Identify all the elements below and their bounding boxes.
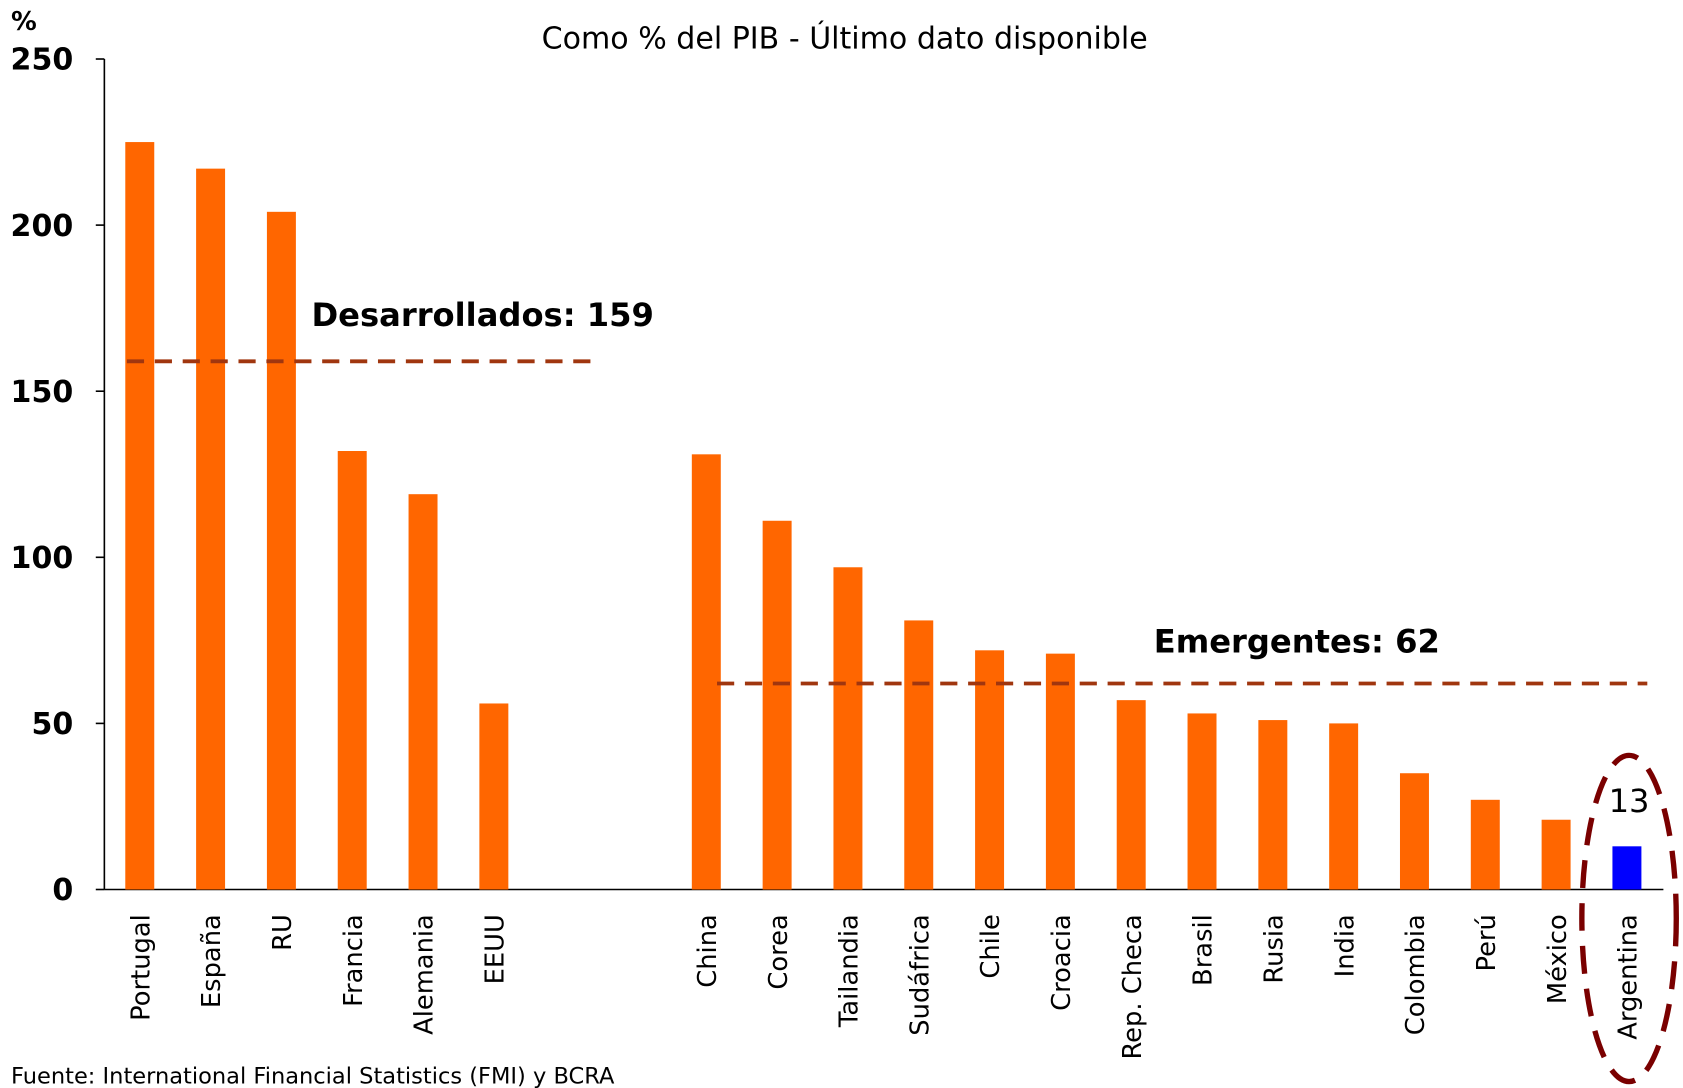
y-tick-label: 250 [11,43,74,78]
bar [904,620,934,890]
x-tick-label: Corea [764,914,794,989]
x-tick-label: Perú [1472,914,1502,971]
bar [975,650,1005,890]
y-axis-label: % [11,7,37,37]
bar [1470,799,1500,890]
x-tick-label: China [693,914,723,988]
x-tick-label: Argentina [1614,914,1644,1040]
bar [1399,773,1429,890]
bar [762,520,792,890]
bar [1258,720,1288,890]
bar [1045,653,1075,890]
y-tick-label: 100 [11,541,74,576]
x-tick-label: Rusia [1259,914,1289,983]
bar [1329,723,1359,890]
y-tick-label: 200 [11,209,74,244]
x-tick-label: Portugal [126,914,156,1021]
source: Fuente: International Financial Statisti… [11,1064,615,1088]
y-tick-label: 0 [52,873,73,908]
bar [337,451,367,890]
x-tick-label: India [1330,914,1360,977]
x-tick-label: Chile [976,914,1006,978]
bar [479,703,509,890]
bar [125,142,155,890]
chart-title: Como % del PIB - Último dato disponible [542,19,1148,56]
bar [266,211,296,890]
x-tick-label: Rep. Checa [1118,914,1148,1059]
x-tick-label: Francia [339,914,369,1007]
y-tick-label: 50 [31,707,73,742]
bar [196,168,226,890]
data-label: 13 [1609,782,1650,820]
reference-label: Emergentes: 62 [1154,622,1440,660]
bar [1541,819,1571,890]
x-tick-label: Colombia [1401,914,1431,1035]
x-tick-label: México [1543,914,1573,1004]
x-tick-label: EEUU [481,914,511,984]
x-tick-label: RU [268,914,298,951]
x-tick-label: Tailandia [835,914,865,1028]
x-tick-label: España [197,914,227,1008]
x-tick-label: Alemania [410,914,440,1035]
bar [833,567,863,890]
y-tick-label: 150 [11,375,74,410]
x-tick-label: Croacia [1047,914,1077,1011]
bar [1187,713,1217,890]
reference-label: Desarrollados: 159 [311,296,654,334]
bar [1612,846,1642,890]
x-tick-label: Brasil [1189,914,1219,986]
bar [691,454,721,890]
bar [1116,700,1146,890]
x-tick-label: Sudáfrica [905,914,935,1036]
highlight-ellipse [1579,752,1679,1085]
bar [408,494,438,890]
